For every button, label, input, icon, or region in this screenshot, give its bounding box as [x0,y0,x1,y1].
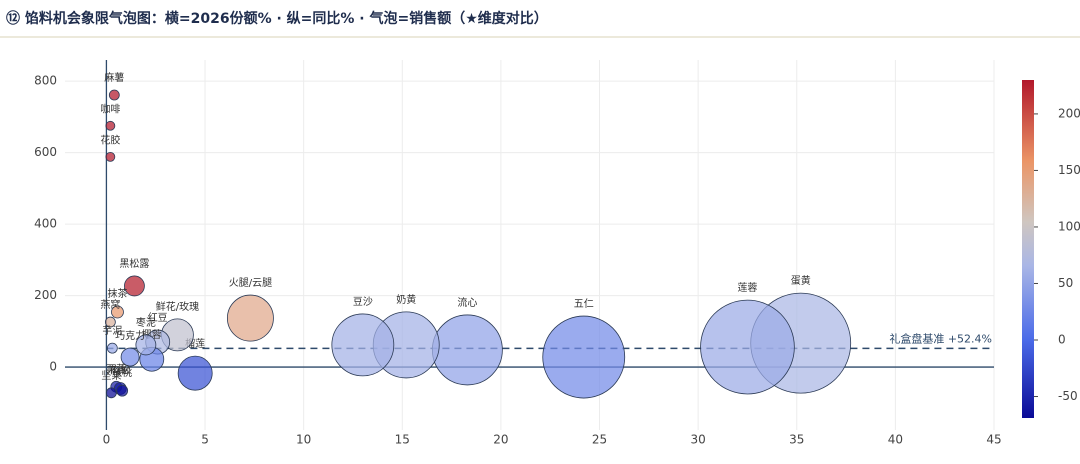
y-tick-label: 400 [34,217,57,231]
bubble-label: 流心 [457,296,477,309]
bubble-label: 燕窝 [100,298,120,311]
x-tick-label: 10 [296,433,311,447]
bubble-label: 枣泥 [136,316,156,329]
bubble [105,120,116,131]
bubble-label: 芋泥 [102,324,122,337]
colorbar-tick-label: 100 [1058,219,1080,233]
bubble-label: 坚果 [101,370,121,382]
bubble [177,355,213,391]
colorbar-tick-label: 50 [1058,276,1073,290]
bubble [105,152,116,162]
bubble-label: 巧克力 [115,329,145,342]
x-tick-label: 45 [986,433,1001,447]
bubble-label: 奶黄 [396,293,416,306]
bubble [431,314,503,386]
y-tick-label: 800 [34,74,57,88]
bubble [104,316,116,328]
bubble-label: 咖啡 [100,103,120,115]
bubble-label: 豆沙 [353,296,373,308]
colorbar-tick-label: -50 [1058,389,1078,403]
colorbar-tick-label: 150 [1058,163,1080,177]
bubble [542,315,626,399]
x-tick-label: 5 [201,433,209,447]
colorbar-tick-label: 0 [1058,333,1066,347]
bubble-label: 火腿/云腿 [229,277,272,289]
y-tick-label: 0 [49,360,57,374]
chart-title: ⑫ 馅料机会象限气泡图：横=2026份额% · 纵=同比% · 气泡=销售额（★… [6,10,548,27]
bubble [120,347,140,367]
x-tick-label: 25 [592,433,607,447]
bubble-label: 蛋黄 [791,274,811,287]
x-tick-label: 20 [493,433,508,447]
bubble [331,313,395,377]
bubble [108,89,120,101]
bubble-label: 麻薯 [104,71,124,84]
bubble-label: 核桃 [112,366,132,379]
y-tick-label: 600 [34,145,57,159]
bubble-label: 黑松露 [119,257,149,270]
bubble-label: 抹茶 [107,287,127,300]
y-tick-label: 200 [34,288,57,302]
bubble [106,342,118,354]
bubble [124,275,145,297]
bubble [116,384,129,397]
bubble-label: 鲜花/玫瑰 [156,300,199,313]
bubble-label: 莲蓉 [737,281,757,294]
bubble-label: 红豆 [148,311,168,324]
x-tick-label: 30 [690,433,705,447]
bubble [700,299,795,395]
bubble-label: 五仁 [574,298,594,310]
x-tick-label: 0 [103,433,111,447]
x-tick-label: 15 [395,433,410,447]
bubble [111,305,124,319]
bubble [226,294,274,342]
bubble-label: 肉松 [110,364,130,377]
reference-label: 礼盒盘基准 +52.4% [889,331,992,345]
x-tick-label: 35 [789,433,804,447]
bubble-label: 栗蓉 [106,362,126,375]
x-tick-label: 40 [888,433,903,447]
bubble [135,334,157,356]
bubble [105,387,117,399]
colorbar [1022,80,1034,418]
bubble-label: 花胶 [100,133,120,146]
colorbar-tick-label: 200 [1058,106,1080,120]
